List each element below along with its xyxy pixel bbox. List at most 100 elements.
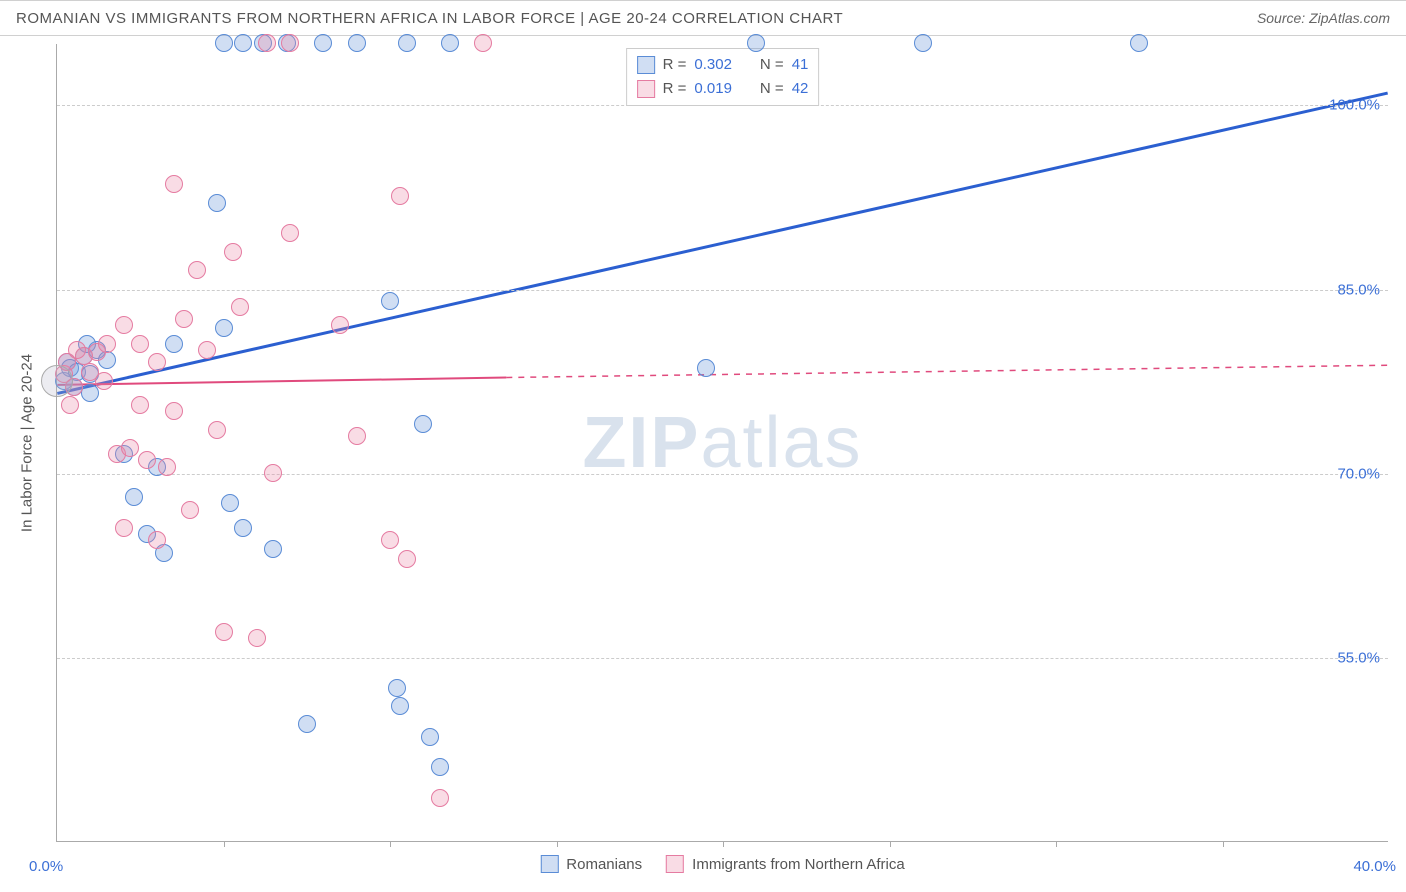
gridline (57, 474, 1388, 475)
swatch-immigrants-bottom (666, 855, 684, 873)
scatter-point-immigrants (158, 458, 176, 476)
x-axis-min-label: 0.0% (29, 858, 63, 875)
scatter-point-immigrants (175, 310, 193, 328)
scatter-point-immigrants (165, 175, 183, 193)
scatter-point-romanians (221, 494, 239, 512)
scatter-point-romanians (215, 34, 233, 52)
n-value-2: 42 (792, 77, 809, 101)
r-label-1: R = (663, 53, 687, 77)
x-tick (557, 841, 558, 847)
scatter-point-immigrants (331, 316, 349, 334)
scatter-point-immigrants (248, 629, 266, 647)
scatter-point-immigrants (264, 464, 282, 482)
scatter-point-immigrants (398, 550, 416, 568)
scatter-point-immigrants (115, 519, 133, 537)
scatter-point-immigrants (181, 501, 199, 519)
swatch-immigrants (637, 80, 655, 98)
scatter-point-immigrants (381, 531, 399, 549)
chart-title: ROMANIAN VS IMMIGRANTS FROM NORTHERN AFR… (16, 10, 843, 27)
scatter-point-romanians (441, 34, 459, 52)
r-value-1: 0.302 (694, 53, 732, 77)
scatter-point-immigrants (115, 316, 133, 334)
x-axis-max-label: 40.0% (1353, 858, 1396, 875)
scatter-point-romanians (414, 415, 432, 433)
title-bar: ROMANIAN VS IMMIGRANTS FROM NORTHERN AFR… (0, 0, 1406, 36)
scatter-point-romanians (421, 728, 439, 746)
legend-stats-row-2: R = 0.019 N = 42 (637, 77, 809, 101)
scatter-point-immigrants (188, 261, 206, 279)
gridline (57, 290, 1388, 291)
legend-item-romanians: Romanians (540, 855, 642, 873)
scatter-point-immigrants (474, 34, 492, 52)
scatter-point-romanians (234, 519, 252, 537)
scatter-point-immigrants (431, 789, 449, 807)
x-tick (1223, 841, 1224, 847)
scatter-point-immigrants (138, 451, 156, 469)
watermark-zip: ZIP (582, 403, 700, 483)
scatter-point-romanians (208, 194, 226, 212)
scatter-point-immigrants (391, 187, 409, 205)
scatter-point-romanians (381, 292, 399, 310)
regression-line (57, 378, 506, 385)
scatter-point-romanians (215, 319, 233, 337)
scatter-point-romanians (914, 34, 932, 52)
scatter-point-romanians (165, 335, 183, 353)
scatter-point-immigrants (121, 439, 139, 457)
legend-stats-row-1: R = 0.302 N = 41 (637, 53, 809, 77)
x-tick (723, 841, 724, 847)
scatter-point-romanians (398, 34, 416, 52)
x-tick (224, 841, 225, 847)
legend-stats: R = 0.302 N = 41 R = 0.019 N = 42 (626, 48, 820, 106)
legend-label-immigrants: Immigrants from Northern Africa (692, 856, 905, 873)
y-axis-title: In Labor Force | Age 20-24 (19, 353, 36, 531)
scatter-point-immigrants (231, 298, 249, 316)
scatter-point-immigrants (348, 427, 366, 445)
n-label-1: N = (760, 53, 784, 77)
scatter-point-immigrants (281, 34, 299, 52)
source-label: Source: ZipAtlas.com (1257, 10, 1390, 26)
scatter-point-immigrants (61, 396, 79, 414)
r-label-2: R = (663, 77, 687, 101)
x-tick (390, 841, 391, 847)
swatch-romanians-bottom (540, 855, 558, 873)
gridline (57, 105, 1388, 106)
scatter-point-immigrants (68, 341, 86, 359)
x-tick (1056, 841, 1057, 847)
legend-label-romanians: Romanians (566, 856, 642, 873)
y-tick-label: 85.0% (1337, 281, 1380, 298)
scatter-point-romanians (314, 34, 332, 52)
regression-line (506, 365, 1387, 377)
regression-lines-layer (57, 44, 1388, 841)
scatter-point-immigrants (95, 372, 113, 390)
scatter-point-romanians (388, 679, 406, 697)
scatter-point-romanians (264, 540, 282, 558)
scatter-point-romanians (1130, 34, 1148, 52)
watermark-atlas: atlas (700, 403, 862, 483)
regression-line (57, 93, 1387, 393)
watermark: ZIPatlas (582, 402, 862, 484)
scatter-point-immigrants (131, 396, 149, 414)
scatter-point-immigrants (281, 224, 299, 242)
legend-series: Romanians Immigrants from Northern Afric… (540, 855, 904, 873)
r-value-2: 0.019 (694, 77, 732, 101)
n-label-2: N = (760, 77, 784, 101)
origin-cluster-marker (41, 365, 73, 397)
scatter-point-immigrants (224, 243, 242, 261)
scatter-point-romanians (298, 715, 316, 733)
scatter-point-romanians (697, 359, 715, 377)
y-tick-label: 100.0% (1329, 97, 1380, 114)
scatter-point-romanians (125, 488, 143, 506)
scatter-point-immigrants (215, 623, 233, 641)
scatter-point-immigrants (165, 402, 183, 420)
plot-area: ZIPatlas In Labor Force | Age 20-24 R = … (56, 44, 1388, 842)
n-value-1: 41 (792, 53, 809, 77)
y-tick-label: 70.0% (1337, 465, 1380, 482)
scatter-point-immigrants (208, 421, 226, 439)
scatter-point-immigrants (258, 34, 276, 52)
scatter-point-romanians (234, 34, 252, 52)
scatter-point-romanians (747, 34, 765, 52)
scatter-point-romanians (348, 34, 366, 52)
x-tick (890, 841, 891, 847)
gridline (57, 658, 1388, 659)
scatter-point-immigrants (148, 353, 166, 371)
